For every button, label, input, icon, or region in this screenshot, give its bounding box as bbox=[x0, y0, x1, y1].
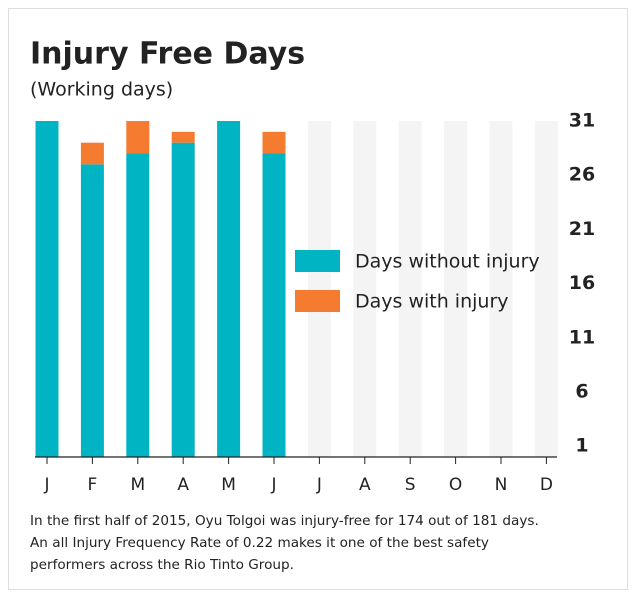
caption-line: An all Injury Frequency Rate of 0.22 mak… bbox=[30, 535, 489, 551]
caption-line: performers across the Rio Tinto Group. bbox=[30, 557, 294, 573]
x-tick-label: J bbox=[43, 475, 49, 495]
empty-column bbox=[489, 121, 513, 457]
y-tick-label: 26 bbox=[569, 164, 595, 186]
bar-segment bbox=[126, 153, 150, 458]
x-tick-label: M bbox=[221, 475, 236, 495]
x-tick-label: D bbox=[540, 475, 553, 495]
chart-subtitle: (Working days) bbox=[30, 79, 173, 101]
legend-swatch bbox=[295, 290, 340, 312]
empty-column bbox=[398, 121, 422, 457]
x-tick-label: A bbox=[177, 475, 189, 495]
empty-column bbox=[534, 121, 558, 457]
y-tick-label: 1 bbox=[575, 435, 588, 457]
empty-column bbox=[307, 121, 331, 457]
bar-segment bbox=[171, 131, 195, 143]
x-tick-label: N bbox=[495, 475, 508, 495]
x-tick-label: S bbox=[405, 475, 416, 495]
bar-segment bbox=[80, 142, 104, 165]
bar-segment bbox=[126, 121, 150, 154]
bar-segment bbox=[35, 121, 59, 457]
y-tick-label: 21 bbox=[569, 218, 595, 240]
bar-segment bbox=[80, 164, 104, 457]
x-tick-label: A bbox=[359, 475, 371, 495]
legend-label: Days with injury bbox=[355, 291, 509, 313]
x-tick-label: J bbox=[270, 475, 276, 495]
empty-column bbox=[444, 121, 468, 457]
bar-segment bbox=[262, 131, 286, 154]
legend-label: Days without injury bbox=[355, 251, 540, 273]
y-tick-label: 16 bbox=[569, 272, 595, 294]
bar-segment bbox=[217, 121, 241, 457]
x-tick-label: F bbox=[88, 475, 98, 495]
x-tick-label: M bbox=[130, 475, 145, 495]
legend-swatch bbox=[295, 250, 340, 272]
x-tick-label: J bbox=[316, 475, 322, 495]
empty-column bbox=[353, 121, 377, 457]
bar-segment bbox=[262, 153, 286, 458]
y-tick-label: 6 bbox=[575, 380, 588, 402]
y-tick-label: 31 bbox=[569, 110, 595, 132]
y-tick-label: 11 bbox=[569, 326, 595, 348]
x-tick-label: O bbox=[449, 475, 462, 495]
caption-line: In the first half of 2015, Oyu Tolgoi wa… bbox=[30, 513, 539, 529]
chart-title: Injury Free Days bbox=[30, 37, 305, 72]
bar-segment bbox=[171, 142, 195, 457]
